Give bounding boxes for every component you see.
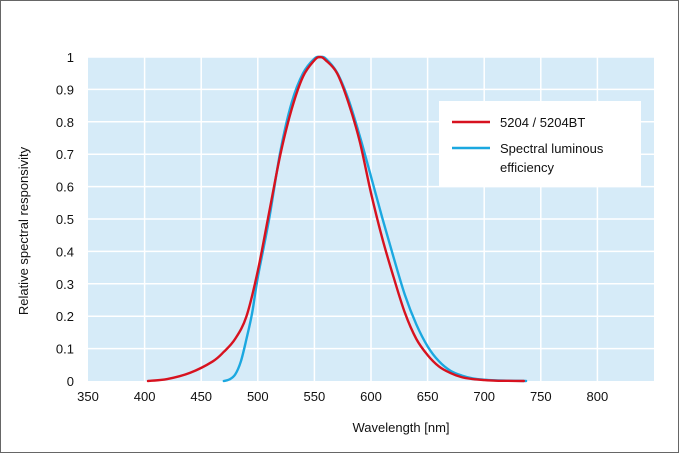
x-tick-label: 400 (134, 389, 156, 404)
x-tick-label: 650 (417, 389, 439, 404)
y-tick-label: 0.5 (56, 212, 74, 227)
series-lines (146, 55, 528, 383)
y-tick-label: 0.7 (56, 147, 74, 162)
legend-label-spectral: Spectral luminous efficiency (500, 141, 607, 175)
legend-label-spectral-line1: Spectral luminous (500, 141, 604, 156)
x-tick-label: 800 (587, 389, 609, 404)
x-tick-label: 550 (304, 389, 326, 404)
x-tick-label: 500 (247, 389, 269, 404)
y-tick-label: 0.6 (56, 180, 74, 195)
x-tick-label: 600 (360, 389, 382, 404)
legend: 5204 / 5204BT Spectral luminous efficien… (439, 101, 641, 187)
y-axis-ticks: 0 0.1 0.2 0.3 0.4 0.5 0.6 0.7 0.8 0.9 1 (56, 50, 74, 389)
y-axis-label: Relative spectral responsivity (16, 146, 31, 315)
y-tick-label: 0.1 (56, 342, 74, 357)
y-tick-label: 0.3 (56, 277, 74, 292)
legend-box (439, 101, 641, 187)
x-tick-label: 700 (473, 389, 495, 404)
y-tick-label: 0.4 (56, 244, 74, 259)
y-tick-label: 1 (67, 50, 74, 65)
x-tick-label: 450 (190, 389, 212, 404)
x-axis-label: Wavelength [nm] (352, 420, 449, 435)
legend-label-5204: 5204 / 5204BT (500, 115, 585, 130)
series-line-5204 (146, 55, 526, 383)
y-tick-label: 0 (67, 374, 74, 389)
x-axis-ticks: 350 400 450 500 550 600 650 700 750 800 (77, 389, 608, 404)
y-tick-label: 0.2 (56, 309, 74, 324)
x-tick-label: 750 (530, 389, 552, 404)
y-tick-label: 0.8 (56, 115, 74, 130)
legend-label-spectral-line2: efficiency (500, 160, 554, 175)
x-tick-label: 350 (77, 389, 99, 404)
y-tick-label: 0.9 (56, 82, 74, 97)
